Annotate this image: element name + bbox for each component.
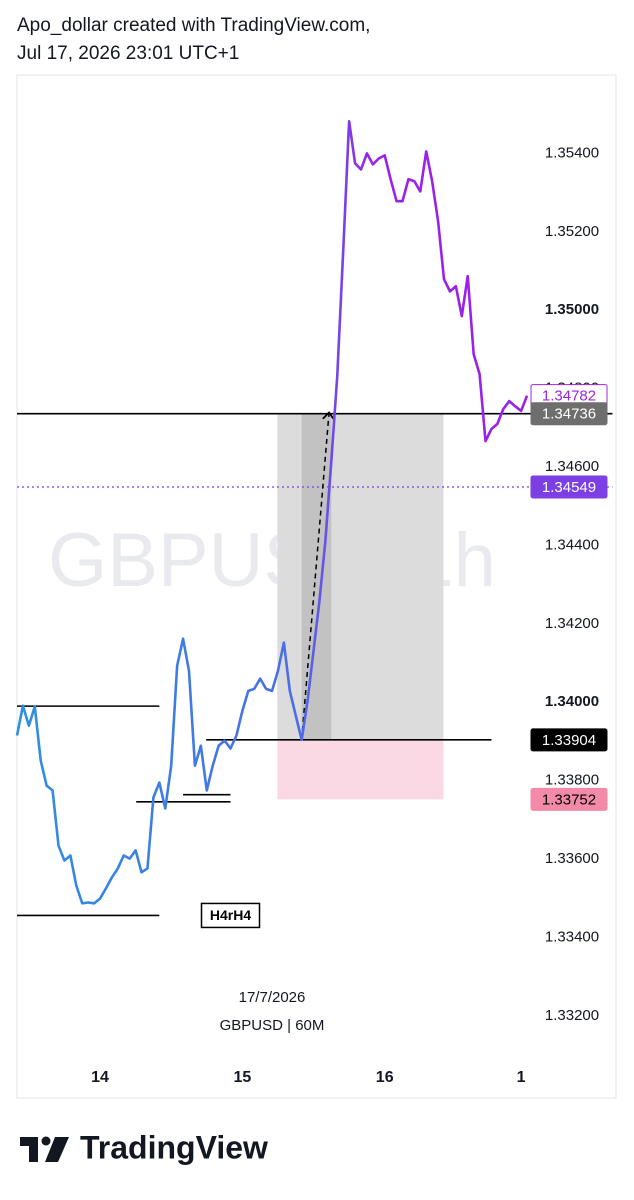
price-label-box bbox=[530, 728, 608, 752]
price-label-box bbox=[530, 787, 608, 811]
y-tick-label: 1.35200 bbox=[545, 223, 599, 240]
plot: GBPUSD, 1h1.332001.334001.336001.338001.… bbox=[15, 119, 613, 1086]
price-label: 1.34549 bbox=[542, 479, 596, 496]
y-tick-label: 1.33200 bbox=[545, 1007, 599, 1024]
brand: TradingView bbox=[80, 1129, 268, 1165]
trade-arrow bbox=[300, 414, 329, 740]
y-tick-label: 1.33600 bbox=[545, 850, 599, 867]
price-label: 1.34736 bbox=[542, 406, 596, 423]
y-tick-label: 1.34200 bbox=[545, 615, 599, 632]
chart-frame bbox=[16, 74, 617, 1099]
price-label: 1.33752 bbox=[542, 791, 596, 808]
x-tick-label: 14 bbox=[91, 1069, 109, 1086]
header-line: Jul 17, 2026 23:01 UTC+1 bbox=[17, 43, 239, 64]
price-label: 1.34782 bbox=[542, 388, 596, 405]
stop-zone bbox=[277, 739, 444, 800]
y-tick-label: 1.35000 bbox=[545, 301, 599, 318]
header-line: Apo_dollar created with TradingView.com, bbox=[17, 15, 370, 36]
price-line bbox=[15, 119, 529, 905]
y-tick-label: 1.33800 bbox=[545, 772, 599, 789]
price-label-box bbox=[530, 402, 608, 426]
y-tick-label: 1.33400 bbox=[545, 928, 599, 945]
y-tick-label: 1.34000 bbox=[545, 693, 599, 710]
x-tick-label: 16 bbox=[376, 1069, 394, 1086]
annotation-text: H4rH4 bbox=[210, 907, 251, 923]
x-tick-label: 1 bbox=[517, 1069, 526, 1086]
y-tick-label: 1.34600 bbox=[545, 458, 599, 475]
price-label: 1.33904 bbox=[542, 732, 596, 749]
price-label-box bbox=[530, 475, 608, 499]
symbol-label: GBPUSD | 60M bbox=[220, 1017, 325, 1034]
logo bbox=[20, 1136, 69, 1162]
date-label: 17/7/2026 bbox=[239, 989, 306, 1006]
y-tick-label: 1.35400 bbox=[545, 144, 599, 161]
annotation-box bbox=[200, 902, 261, 929]
y-tick-label: 1.34400 bbox=[545, 536, 599, 553]
x-tick-label: 15 bbox=[233, 1069, 251, 1086]
